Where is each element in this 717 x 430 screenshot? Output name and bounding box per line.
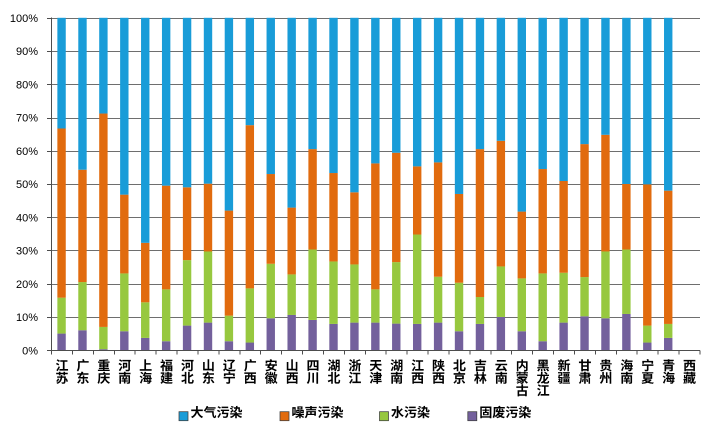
svg-text:90%: 90%	[16, 46, 38, 58]
svg-text:20%: 20%	[16, 279, 38, 291]
svg-text:30%: 30%	[16, 246, 38, 258]
svg-text:80%: 80%	[16, 80, 38, 92]
svg-text:100%: 100%	[10, 13, 38, 25]
svg-text:50%: 50%	[16, 179, 38, 191]
svg-text:40%: 40%	[16, 212, 38, 224]
svg-text:60%: 60%	[16, 146, 38, 158]
svg-text:10%: 10%	[16, 312, 38, 324]
svg-text:70%: 70%	[16, 113, 38, 125]
svg-text:0%: 0%	[22, 345, 38, 357]
